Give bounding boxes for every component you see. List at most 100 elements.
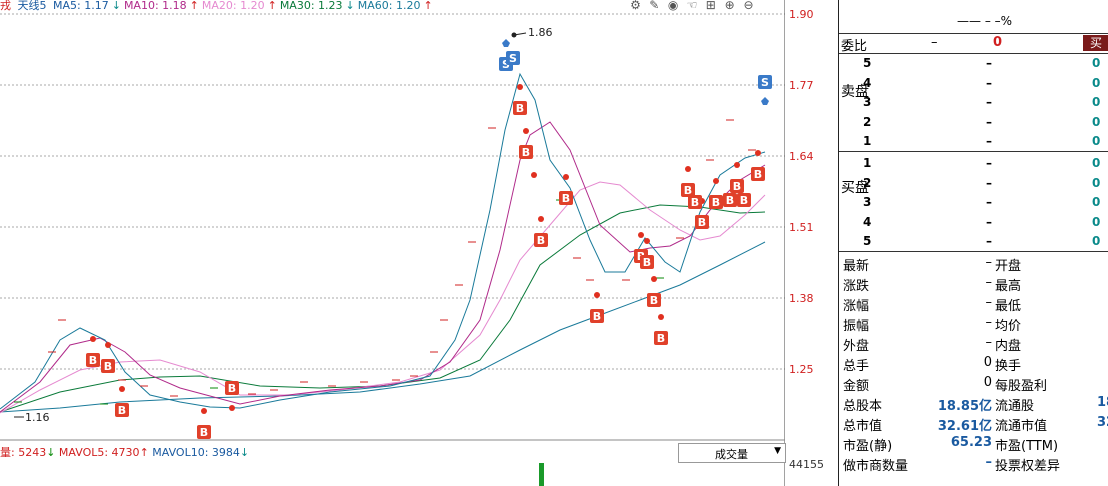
stat-label: 总市值	[843, 419, 883, 434]
ma-legend: 戎 天线5 MA5: 1.17 ↓ MA10: 1.18 ↑ MA20: 1.20 ↑ MA…	[0, 0, 439, 12]
buy-group-label: 买盘	[841, 180, 869, 196]
buy-marker: B	[751, 167, 765, 181]
buy-marker: B	[86, 353, 100, 367]
buy-marker: B	[654, 331, 668, 345]
grid-icon[interactable]: ⊞	[705, 0, 716, 12]
trend-arrow-icon: ↑	[189, 0, 199, 12]
level-price: –	[986, 175, 992, 190]
pen-icon[interactable]: ✎	[649, 0, 660, 12]
svg-text:B: B	[593, 310, 601, 323]
buy-signal-dot	[105, 342, 111, 348]
buy-button[interactable]: 买	[1083, 35, 1108, 51]
buy-signal-dot	[713, 178, 719, 184]
stat-label-right: 每股盈利	[995, 379, 1048, 394]
stat-label-right: 开盘	[995, 259, 1022, 274]
stat-label: 振幅	[843, 319, 870, 334]
mavol10-value: MAVOL10: 3984	[152, 446, 240, 459]
price-tick-label: 1.38	[789, 292, 814, 305]
buy-marker: B	[513, 101, 527, 115]
level-volume: 0	[1092, 56, 1101, 70]
stock-name: 戎	[0, 0, 11, 12]
level-price: –	[986, 195, 992, 209]
level-number: 3	[863, 195, 872, 209]
trend-arrow-icon: ↑	[423, 0, 433, 12]
low-annotation: 1.16	[14, 411, 50, 424]
cycle-label: 天线5	[17, 0, 47, 12]
level-number: 5	[863, 234, 872, 248]
svg-text:B: B	[726, 194, 734, 207]
buy-marker: B	[225, 381, 239, 395]
svg-text:B: B	[522, 146, 530, 159]
ma10-line	[0, 121, 766, 413]
change-summary: —— – –%	[957, 14, 1013, 28]
trend-arrow-icon: ↓	[111, 0, 121, 12]
buy-marker: B	[730, 179, 744, 193]
eye-icon[interactable]: ◉	[667, 0, 679, 12]
stat-value: –	[985, 295, 993, 310]
stat-value: –	[985, 315, 993, 330]
buy-signal-dot	[651, 276, 657, 282]
buy-marker: B	[737, 193, 751, 207]
svg-text:B: B	[698, 216, 706, 229]
svg-text:B: B	[650, 294, 658, 307]
trend-arrow-icon: ↑	[267, 0, 277, 12]
ma-legend-item: MA5: 1.17	[53, 0, 109, 12]
sell-marker: S	[506, 51, 520, 65]
ma20-line	[0, 181, 766, 414]
level-price: –	[986, 95, 992, 109]
hand-icon[interactable]: ☜	[686, 0, 698, 12]
buy-signal-dot	[685, 166, 691, 172]
level-volume: 0	[1092, 75, 1101, 90]
svg-text:B: B	[691, 196, 699, 209]
indicator-dropdown[interactable]: 成交量 ▼	[678, 443, 786, 463]
gear-icon[interactable]: ⚙	[630, 0, 641, 12]
stat-value: 0	[983, 355, 992, 370]
high-label: 1.86	[528, 26, 553, 39]
zoom-out-icon[interactable]: ⊖	[743, 0, 754, 12]
level-price: –	[986, 156, 992, 170]
kline-chart[interactable]: 1.86 1.16 BBBBBBBBBBBBBBBBBBBBBBSSS	[0, 0, 785, 486]
level-volume: 0	[1092, 195, 1101, 209]
stat-label: 金额	[843, 379, 870, 394]
quote-panel: —— – –% 委比 – 0 买 卖盘 5–0 4–0 3–0 2–0 1–0 买盘 1…	[838, 0, 1108, 486]
ma-legend-item: MA10: 1.18	[123, 0, 187, 12]
level-number: 4	[863, 214, 872, 229]
svg-text:B: B	[562, 192, 570, 205]
buy-signal-dot	[563, 174, 569, 180]
volume-bar	[539, 463, 544, 486]
level-price: –	[986, 75, 992, 90]
svg-text:B: B	[516, 102, 524, 115]
buy-marker: B	[197, 425, 211, 439]
svg-text:B: B	[657, 332, 665, 345]
buy-marker: B	[695, 215, 709, 229]
svg-text:B: B	[733, 180, 741, 193]
buy-signal-dot	[734, 162, 740, 168]
volume-value: 量: 5243	[0, 446, 47, 459]
stat-value: 65.23	[950, 435, 992, 450]
level-number: 5	[863, 56, 872, 70]
zoom-in-icon[interactable]: ⊕	[724, 0, 735, 12]
buy-signal-dot	[517, 84, 523, 90]
buy-marker: B	[640, 255, 654, 269]
sell-signal-dot	[502, 39, 510, 47]
stat-label-right: 市盈(TTM)	[995, 439, 1059, 454]
buy-marker: B	[681, 183, 695, 197]
level-price: –	[986, 134, 992, 148]
buy-marker: B	[590, 309, 604, 323]
stat-value: –	[985, 275, 993, 290]
buy-marker: B	[723, 193, 737, 207]
buy-signal-dot	[644, 238, 650, 244]
volume-axis-label: 44155	[789, 458, 824, 471]
stat-label-right: 换手	[995, 359, 1022, 374]
stat-label: 涨幅	[843, 299, 870, 314]
price-tick-label: 1.77	[789, 79, 814, 92]
stat-value-right: 18	[1097, 395, 1108, 410]
price-tick-label: 1.64	[789, 150, 814, 163]
level-price: –	[986, 214, 992, 229]
sell-group-label: 卖盘	[841, 84, 869, 100]
svg-text:B: B	[740, 194, 748, 207]
level-number: 3	[863, 95, 872, 109]
stat-value: –	[985, 455, 993, 470]
level-number: 1	[863, 156, 872, 170]
svg-text:B: B	[118, 404, 126, 417]
